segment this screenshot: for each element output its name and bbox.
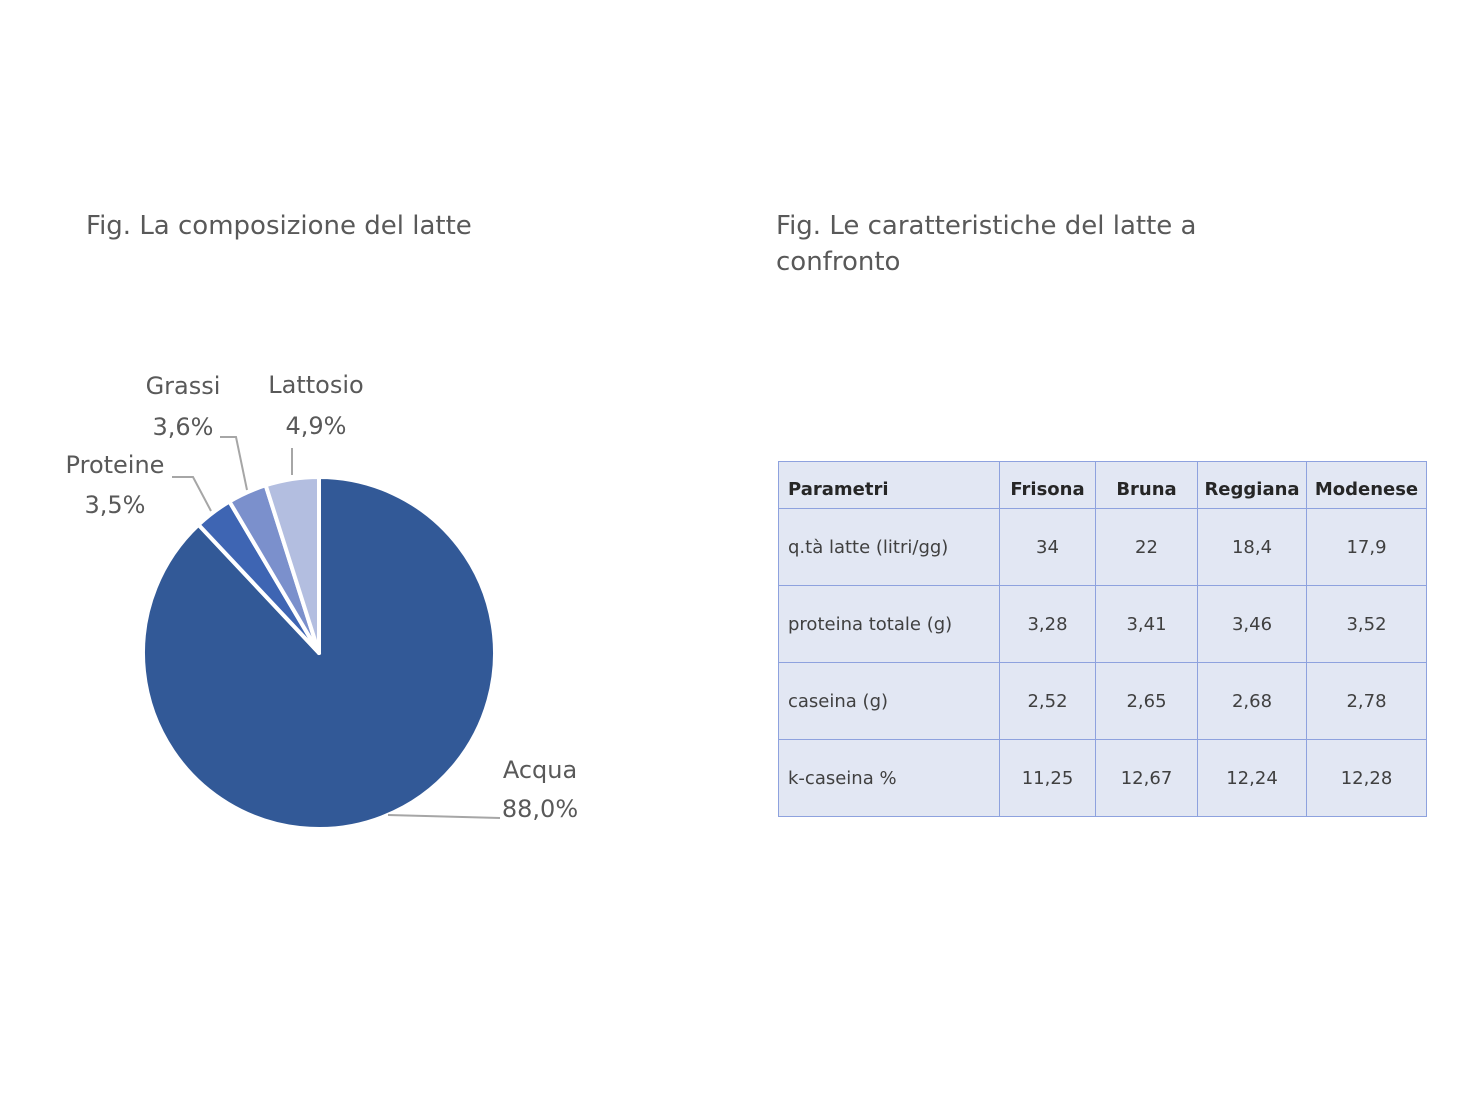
leader-line-grassi: [220, 436, 248, 491]
slice-label-proteine: Proteine: [66, 451, 165, 479]
row-label-milk-quantity: q.tà latte (litri/gg): [778, 508, 1000, 586]
slice-value-proteine: 3,5%: [85, 491, 146, 519]
table-cell: 2,68: [1197, 662, 1307, 740]
table-cell: 3,28: [999, 585, 1096, 663]
slice-value-grassi: 3,6%: [153, 413, 214, 441]
table-cell: 12,28: [1306, 739, 1427, 817]
leader-line-proteine: [172, 476, 212, 512]
table-cell: 18,4: [1197, 508, 1307, 586]
column-header-reggiana: Reggiana: [1197, 461, 1307, 509]
table-cell: 22: [1095, 508, 1198, 586]
slice-label-grassi: Grassi: [146, 372, 221, 400]
table-row: q.tà latte (litri/gg) 34 22 18,4 17,9: [778, 508, 1427, 586]
column-header-bruna: Bruna: [1095, 461, 1198, 509]
table-cell: 34: [999, 508, 1096, 586]
table-cell: 12,24: [1197, 739, 1307, 817]
slice-label-lattosio: Lattosio: [268, 371, 363, 399]
row-label-casein: caseina (g): [778, 662, 1000, 740]
table-cell: 2,65: [1095, 662, 1198, 740]
table-row: caseina (g) 2,52 2,65 2,68 2,78: [778, 662, 1427, 740]
table-header-row: Parametri Frisona Bruna Reggiana Modenes…: [778, 461, 1427, 509]
table-cell: 17,9: [1306, 508, 1427, 586]
table-cell: 2,78: [1306, 662, 1427, 740]
table-cell: 3,46: [1197, 585, 1307, 663]
table-cell: 12,67: [1095, 739, 1198, 817]
slice-label-acqua: Acqua: [503, 756, 577, 784]
milk-composition-pie-chart: Acqua 88,0% Proteine 3,5% Grassi 3,6% Lattosio…: [66, 371, 579, 831]
pie-slice-acqua: [141, 475, 497, 831]
pie-slice-lattosio: [263, 475, 321, 655]
slice-value-lattosio: 4,9%: [286, 412, 347, 440]
milk-characteristics-table: Parametri Frisona Bruna Reggiana Modenes…: [778, 461, 1427, 817]
pie-leader-lines: [172, 436, 501, 819]
table-cell: 3,41: [1095, 585, 1198, 663]
table-cell: 11,25: [999, 739, 1096, 817]
column-header-parametri: Parametri: [778, 461, 1000, 509]
table-cell: 2,52: [999, 662, 1096, 740]
column-header-modenese: Modenese: [1306, 461, 1427, 509]
pie-chart-title: Fig. La composizione del latte: [86, 211, 472, 241]
table-cell: 3,52: [1306, 585, 1427, 663]
row-label-total-protein: proteina totale (g): [778, 585, 1000, 663]
pie-labels: Acqua 88,0% Proteine 3,5% Grassi 3,6% Lattosio…: [66, 371, 579, 823]
table-row: k-caseina % 11,25 12,67 12,24 12,28: [778, 739, 1427, 817]
slice-value-acqua: 88,0%: [502, 795, 578, 823]
table-title: Fig. Le caratteristiche del latte a conf…: [776, 211, 1197, 277]
row-label-k-casein: k-caseina %: [778, 739, 1000, 817]
leader-line-acqua: [387, 814, 501, 819]
column-header-frisona: Frisona: [999, 461, 1096, 509]
pie-slices: [141, 475, 497, 831]
table-row: proteina totale (g) 3,28 3,41 3,46 3,52: [778, 585, 1427, 663]
